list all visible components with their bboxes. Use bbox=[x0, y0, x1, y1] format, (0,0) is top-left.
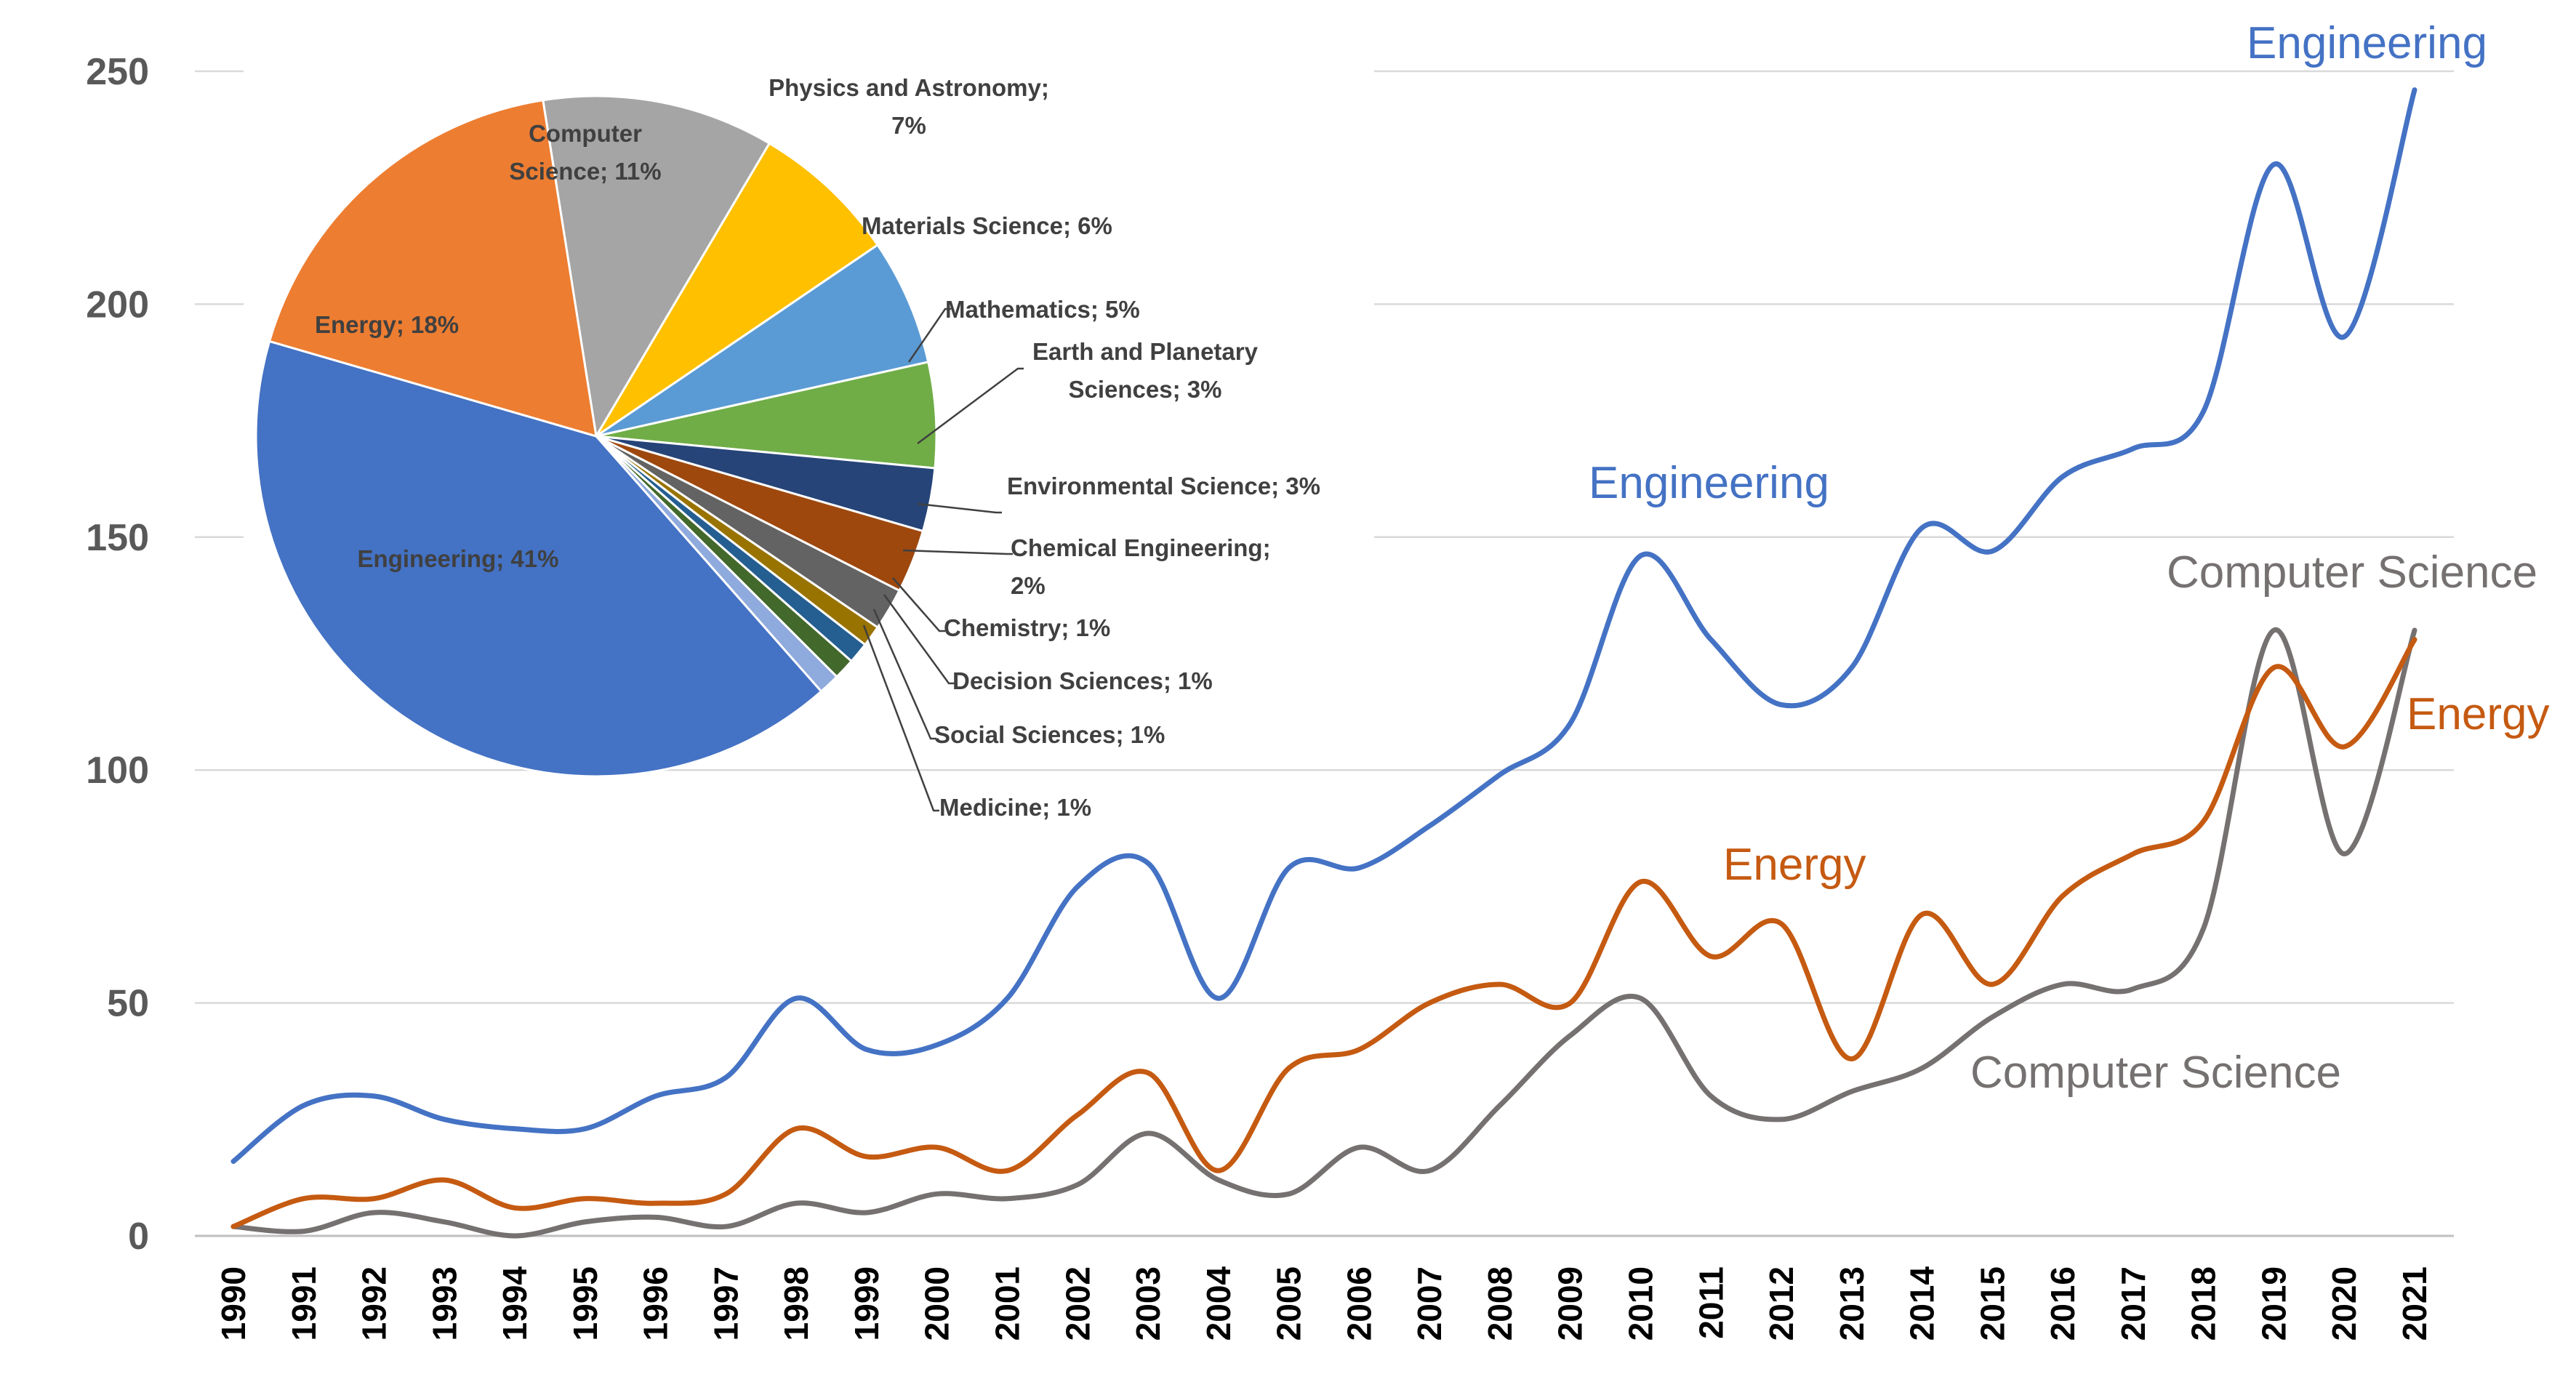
pie-leader-decision-sciences bbox=[883, 594, 955, 685]
y-tick-label-0: 0 bbox=[128, 1216, 149, 1258]
x-tick-label-2018: 2018 bbox=[2185, 1266, 2223, 1341]
x-tick-label-2017: 2017 bbox=[2114, 1266, 2152, 1341]
x-tick-label-2014: 2014 bbox=[1903, 1266, 1941, 1341]
x-tick-label-1998: 1998 bbox=[777, 1266, 815, 1341]
pie-label-medicine: Medicine; 1% bbox=[939, 794, 1091, 821]
pie-label-line-earth-and-planetary-sciences-2: Sciences; 3% bbox=[1069, 376, 1222, 403]
x-tick-label-2006: 2006 bbox=[1340, 1266, 1378, 1341]
x-tick-label-1996: 1996 bbox=[637, 1266, 675, 1341]
series-label-engineering-1: Engineering bbox=[2247, 18, 2487, 68]
pie-label-line-decision-sciences-1: Decision Sciences; 1% bbox=[952, 667, 1213, 694]
x-tick-label-1997: 1997 bbox=[707, 1266, 745, 1341]
x-tick-label-2001: 2001 bbox=[989, 1266, 1027, 1341]
series-label-energy-1: Energy bbox=[1723, 840, 1866, 890]
x-tick-label-2003: 2003 bbox=[1129, 1266, 1167, 1341]
series-label-engineering-2: Engineering bbox=[1589, 458, 1829, 508]
pie-leader-mathematics bbox=[907, 308, 951, 363]
pie-leader-environmental-science bbox=[917, 502, 1002, 514]
x-tick-label-1991: 1991 bbox=[285, 1266, 323, 1341]
pie-label-materials-science: Materials Science; 6% bbox=[862, 212, 1112, 239]
x-tick-label-2011: 2011 bbox=[1692, 1266, 1730, 1339]
pie-label-decision-sciences: Decision Sciences; 1% bbox=[952, 667, 1213, 694]
pie-layer bbox=[254, 95, 938, 778]
x-tick-label-1994: 1994 bbox=[496, 1266, 534, 1341]
pie-slice-materials-science bbox=[595, 243, 930, 438]
x-tick-label-2002: 2002 bbox=[1059, 1266, 1096, 1341]
x-tick-label-2000: 2000 bbox=[918, 1266, 956, 1341]
series-label-layer: Engineering Engineering Energy Energy Comput… bbox=[1589, 18, 2549, 1098]
pie-label-line-mathematics-1: Mathematics; 5% bbox=[945, 296, 1140, 323]
x-tick-label-2008: 2008 bbox=[1481, 1266, 1519, 1341]
pie-leader-chemistry bbox=[892, 577, 945, 632]
pie-label-engineering: Engineering; 41% bbox=[358, 545, 559, 572]
pie-label-line-social-sciences-1: Social Sciences; 1% bbox=[934, 721, 1165, 748]
pie-label-mathematics: Mathematics; 5% bbox=[945, 296, 1140, 323]
pie-label-line-chemistry-1: Chemistry; 1% bbox=[944, 614, 1110, 641]
x-tick-label-2010: 2010 bbox=[1621, 1266, 1659, 1341]
line-layer bbox=[230, 87, 2417, 1239]
pie-label-line-physics-and-astronomy-2: 7% bbox=[891, 112, 926, 139]
pie-label-earth-and-planetary-sciences: Earth and Planetary Sciences; 3% bbox=[1032, 338, 1259, 403]
pie-label-computer-science: Computer Science; 11% bbox=[509, 120, 661, 185]
y-tick-label-150: 150 bbox=[86, 517, 149, 559]
y-tick-label-50: 50 bbox=[107, 983, 149, 1025]
pie-label-chemistry: Chemistry; 1% bbox=[944, 614, 1110, 641]
x-tick-label-2005: 2005 bbox=[1270, 1266, 1308, 1341]
pie-label-layer: Computer Science; 11% Physics and Astronom… bbox=[315, 74, 1320, 821]
pie-label-energy: Energy; 18% bbox=[315, 311, 459, 338]
pie-label-line-earth-and-planetary-sciences-1: Earth and Planetary bbox=[1032, 338, 1259, 365]
x-tick-label-1993: 1993 bbox=[425, 1266, 463, 1341]
x-tick-label-1999: 1999 bbox=[848, 1266, 886, 1341]
y-tick-label-250: 250 bbox=[86, 51, 149, 93]
y-tick-label-100: 100 bbox=[86, 750, 149, 792]
pie-leader-earth-and-planetary-sciences bbox=[917, 367, 1024, 445]
pie-label-line-energy-1: Energy; 18% bbox=[315, 311, 459, 338]
pie-label-chemical-engineering: Chemical Engineering; 2% bbox=[1011, 534, 1271, 599]
series-label-energy-2: Energy bbox=[2407, 689, 2549, 739]
pie-label-line-chemical-engineering-1: Chemical Engineering; bbox=[1011, 534, 1271, 561]
x-tick-label-1995: 1995 bbox=[566, 1266, 604, 1341]
x-tick-label-2013: 2013 bbox=[1833, 1266, 1871, 1341]
series-line-energy bbox=[230, 637, 2417, 1229]
pie-slice-energy bbox=[268, 99, 598, 438]
y-tick-label-200: 200 bbox=[86, 284, 149, 326]
pie-slice-engineering bbox=[254, 340, 823, 778]
pie-slice-physics-and-astronomy bbox=[595, 142, 880, 438]
pie-label-line-physics-and-astronomy-1: Physics and Astronomy; bbox=[769, 74, 1049, 101]
pie-label-line-chemical-engineering-2: 2% bbox=[1011, 572, 1046, 599]
pie-slice-mathematics bbox=[595, 361, 938, 470]
pie-label-line-engineering-1: Engineering; 41% bbox=[358, 545, 559, 572]
x-tick-label-2016: 2016 bbox=[2044, 1266, 2082, 1341]
x-tick-label-2004: 2004 bbox=[1200, 1266, 1237, 1341]
x-tick-label-2015: 2015 bbox=[1973, 1266, 2011, 1341]
x-tick-label-2009: 2009 bbox=[1552, 1266, 1589, 1341]
series-line-engineering bbox=[230, 87, 2417, 1164]
pie-label-line-materials-science-1: Materials Science; 6% bbox=[862, 212, 1112, 239]
x-tick-label-2012: 2012 bbox=[1762, 1266, 1800, 1341]
x-tick-label-2021: 2021 bbox=[2396, 1266, 2433, 1341]
pie-slice-computer-science bbox=[542, 95, 771, 440]
pie-leader-medicine bbox=[862, 624, 939, 812]
pie-label-environmental-science: Environmental Science; 3% bbox=[1007, 473, 1320, 499]
x-tick-label-2019: 2019 bbox=[2255, 1266, 2292, 1341]
pie-label-line-environmental-science-1: Environmental Science; 3% bbox=[1007, 473, 1320, 499]
pie-leader-chemical-engineering bbox=[902, 549, 1013, 555]
x-tick-label-1992: 1992 bbox=[356, 1266, 393, 1341]
pie-label-physics-and-astronomy: Physics and Astronomy; 7% bbox=[769, 74, 1049, 139]
pie-label-line-computer-science-1: Computer bbox=[529, 120, 642, 147]
x-tick-label-2020: 2020 bbox=[2325, 1266, 2363, 1341]
series-line-computer-science bbox=[230, 627, 2417, 1239]
axis-layer: 0 50 100 150 200 250 1990 1991 1992 1993 1994 1995 1… bbox=[86, 51, 2454, 1341]
series-label-computer-science-2: Computer Science bbox=[1970, 1048, 2341, 1098]
x-tick-label-1990: 1990 bbox=[214, 1266, 252, 1341]
x-tick-label-2007: 2007 bbox=[1411, 1266, 1448, 1341]
pie-label-line-medicine-1: Medicine; 1% bbox=[939, 794, 1091, 821]
pie-label-line-computer-science-2: Science; 11% bbox=[509, 158, 661, 185]
series-label-computer-science-1: Computer Science bbox=[2167, 547, 2537, 598]
pie-leader-social-sciences bbox=[872, 608, 936, 740]
pie-label-social-sciences: Social Sciences; 1% bbox=[934, 721, 1165, 748]
